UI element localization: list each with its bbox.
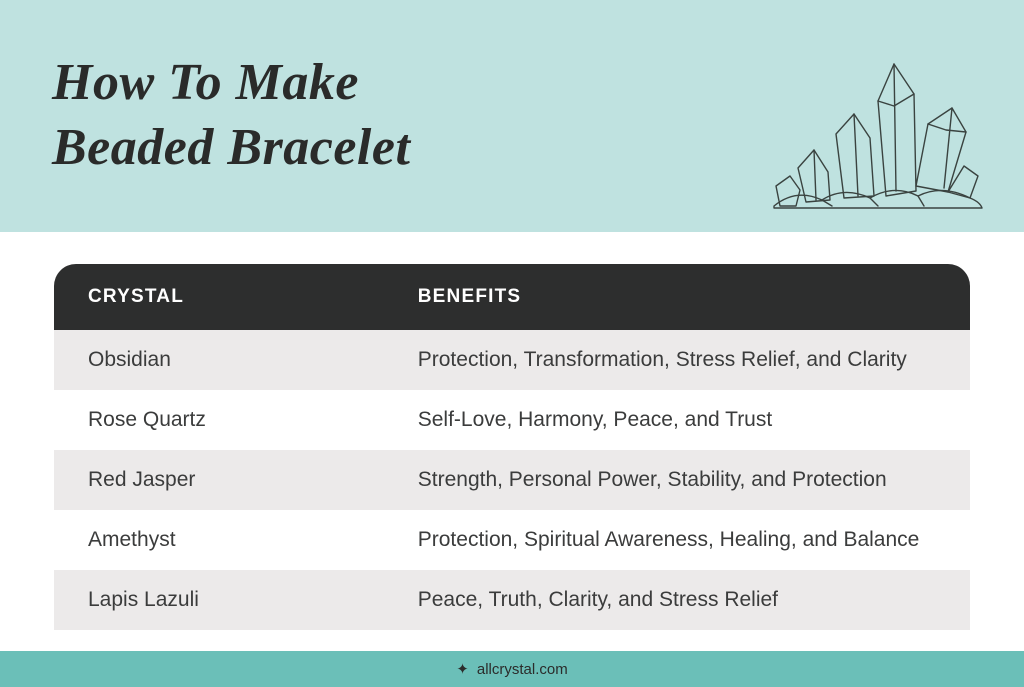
cell-benefits: Strength, Personal Power, Stability, and…: [384, 450, 970, 510]
col-header-crystal: CRYSTAL: [54, 264, 384, 330]
cell-benefits: Protection, Spiritual Awareness, Healing…: [384, 510, 970, 570]
cell-crystal: Red Jasper: [54, 450, 384, 510]
cell-benefits: Self-Love, Harmony, Peace, and Trust: [384, 390, 970, 450]
title-line-2: Beaded Bracelet: [52, 119, 410, 176]
footer-text: allcrystal.com: [477, 661, 568, 678]
header-banner: How To Make Beaded Bracelet: [0, 0, 1024, 232]
table-row: Rose Quartz Self-Love, Harmony, Peace, a…: [54, 390, 970, 450]
sparkle-icon: ✦: [456, 662, 469, 677]
table-row: Amethyst Protection, Spiritual Awareness…: [54, 510, 970, 570]
cell-crystal: Rose Quartz: [54, 390, 384, 450]
table-header: CRYSTAL BENEFITS: [54, 264, 970, 330]
cell-crystal: Amethyst: [54, 510, 384, 570]
cell-crystal: Obsidian: [54, 330, 384, 390]
footer-bar: ✦ allcrystal.com: [0, 651, 1024, 687]
table-row: Obsidian Protection, Transformation, Str…: [54, 330, 970, 390]
crystal-cluster-icon: [766, 56, 986, 216]
crystal-table-container: CRYSTAL BENEFITS Obsidian Protection, Tr…: [0, 232, 1024, 630]
page-title: How To Make Beaded Bracelet: [52, 50, 410, 180]
cell-benefits: Peace, Truth, Clarity, and Stress Relief: [384, 570, 970, 630]
cell-benefits: Protection, Transformation, Stress Relie…: [384, 330, 970, 390]
crystal-benefits-table: CRYSTAL BENEFITS Obsidian Protection, Tr…: [54, 264, 970, 630]
table-row: Red Jasper Strength, Personal Power, Sta…: [54, 450, 970, 510]
title-line-1: How To Make: [52, 54, 359, 111]
table-row: Lapis Lazuli Peace, Truth, Clarity, and …: [54, 570, 970, 630]
col-header-benefits: BENEFITS: [384, 264, 970, 330]
cell-crystal: Lapis Lazuli: [54, 570, 384, 630]
